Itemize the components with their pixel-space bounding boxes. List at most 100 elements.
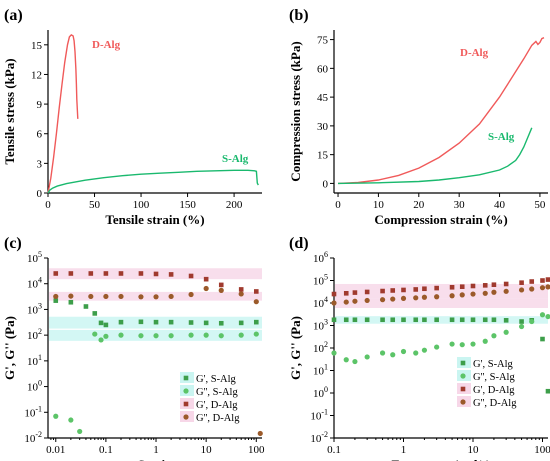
panel-c: (c) 0.01 0.1 1 10 100 10-2 10-1 100 101 102 103 104 1… (2, 235, 265, 461)
data-point (518, 287, 525, 293)
y-tick-label: 0 (323, 178, 329, 190)
panel-label: (d) (289, 235, 309, 252)
data-point (470, 317, 476, 323)
y-tick-label: 10-2 (24, 430, 42, 445)
data-point (364, 289, 370, 295)
data-point (449, 284, 455, 290)
data-point (238, 320, 244, 326)
data-point (98, 320, 104, 326)
y-tick-label: 0 (37, 188, 43, 200)
series-line-d-alg (47, 34, 79, 194)
data-point (352, 298, 358, 304)
data-point (422, 317, 427, 323)
y-tick-label: 106 (313, 250, 328, 265)
x-tick-label: 1 (153, 444, 159, 456)
data-point (138, 333, 144, 339)
data-point (88, 271, 94, 276)
x-tick-label: 0 (45, 199, 51, 211)
legend-label: G'', D-Alg (473, 398, 517, 409)
legend-label: G'', D-Alg (196, 413, 240, 424)
data-point (188, 320, 194, 325)
series-label-s-alg: S-Alg (488, 131, 515, 143)
data-point (343, 317, 349, 323)
data-point (98, 337, 104, 343)
y-tick-label: 10-2 (310, 430, 328, 445)
data-point (118, 319, 124, 325)
y-axis-label: Compression stress (kPa) (288, 41, 303, 181)
data-point (118, 271, 124, 276)
data-point (188, 291, 194, 298)
y-axis-label: G', G'' (Pa) (2, 316, 17, 380)
y-tick-label: 102 (27, 327, 42, 342)
data-point (400, 348, 407, 355)
data-point (203, 320, 209, 326)
data-point (459, 317, 465, 323)
data-point (545, 277, 550, 282)
data-point (352, 317, 358, 323)
data-point (53, 413, 59, 419)
legend-label: G', D-Alg (473, 385, 515, 396)
data-point (400, 295, 407, 302)
data-point (401, 317, 406, 323)
legend-marker (183, 414, 189, 420)
y-tick-label: 15 (31, 40, 43, 52)
data-point (68, 293, 74, 299)
y-tick-label: 9 (37, 99, 43, 111)
data-point (92, 331, 98, 337)
x-tick-label: 50 (89, 199, 101, 211)
data-point (491, 282, 497, 288)
data-point (331, 291, 337, 297)
data-point (153, 294, 159, 300)
data-point (238, 291, 244, 297)
legend-marker (460, 386, 466, 392)
data-point (238, 332, 244, 338)
data-point (53, 298, 59, 303)
data-point (470, 291, 476, 297)
data-point (103, 322, 109, 328)
data-point (343, 290, 349, 296)
data-point (253, 319, 259, 325)
legend-marker (183, 388, 189, 394)
data-point (413, 287, 419, 292)
x-tick-label: 10 (201, 444, 213, 456)
legend-marker (460, 360, 466, 366)
y-axis-label: G', G'' (Pa) (288, 316, 303, 380)
y-tick-label: 10-1 (310, 408, 328, 423)
data-point (331, 300, 337, 306)
data-point (540, 278, 545, 283)
data-point (540, 336, 545, 342)
data-point (103, 333, 109, 339)
data-point (518, 323, 525, 330)
data-point (379, 297, 386, 303)
data-point (88, 293, 94, 300)
panel-label: (b) (289, 7, 309, 24)
data-point (390, 296, 396, 302)
data-point (449, 317, 455, 323)
data-point (188, 273, 194, 279)
data-point (352, 358, 358, 365)
y-tick-label: 45 (317, 92, 329, 104)
legend-marker (183, 401, 189, 407)
data-point (491, 317, 497, 323)
data-point (482, 338, 488, 344)
data-point (218, 333, 224, 339)
data-point (491, 289, 497, 295)
y-tick-label: 101 (313, 363, 328, 378)
x-tick-label: 100 (534, 444, 550, 456)
data-point (253, 289, 259, 294)
y-tick-label: 104 (313, 295, 328, 310)
data-point (519, 319, 524, 324)
data-point (218, 282, 224, 288)
data-point (138, 294, 144, 300)
data-point (380, 288, 385, 294)
data-point (103, 271, 109, 276)
x-tick-label: 40 (494, 199, 506, 211)
data-point (413, 295, 419, 301)
x-tick-label: 0.1 (99, 444, 113, 456)
data-point (188, 332, 194, 338)
data-point (503, 281, 509, 287)
data-point (343, 357, 349, 363)
x-tick-label: 0.1 (327, 444, 341, 456)
y-tick-label: 105 (27, 250, 42, 265)
data-point (168, 272, 174, 277)
